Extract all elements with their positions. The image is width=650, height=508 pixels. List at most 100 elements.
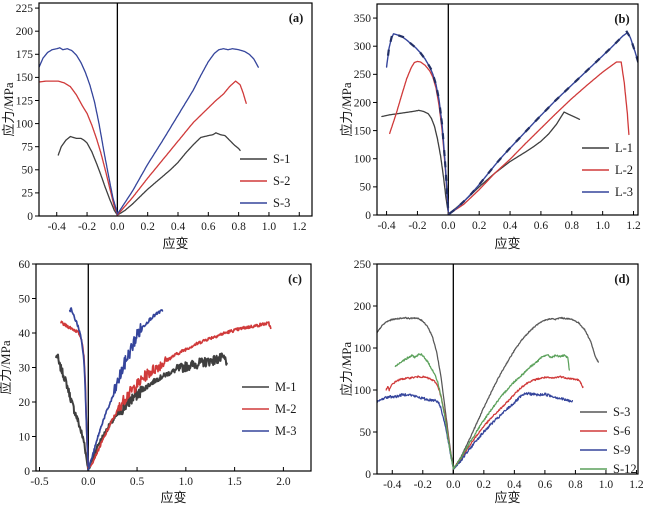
legend-label-S-3: S-3 [613,405,630,419]
series-line-S-2 [39,80,247,216]
line-dash-marker [594,57,601,64]
line-dash-marker [544,106,550,113]
line-dash-marker [389,35,393,43]
line-dash-marker [553,96,560,103]
y-tick-label: 30 [19,362,31,374]
x-tick-label: 0.4 [507,479,522,491]
legend: L-1 L-2 L-3 [582,141,633,199]
series-line-S-9 [377,391,574,470]
x-tick-label: 0.0 [81,476,96,488]
line-dash-marker [409,41,416,48]
y-tick-label: 200 [354,97,372,109]
x-tick-label: -0.5 [30,476,48,488]
plot-box [38,2,313,217]
y-tick-label: 225 [16,3,34,15]
line-dash-marker [427,63,433,71]
y-tick-label: 50 [22,165,34,177]
x-tick-label: 0.4 [503,220,518,232]
legend-label-M-1: M-1 [275,380,297,394]
x-tick-label: 1.0 [262,221,277,233]
panel-label: (c) [288,272,302,286]
line-dash-marker [584,67,591,74]
panel-label: (d) [614,272,629,286]
legend-label-S-9: S-9 [613,443,630,457]
y-tick-label: 200 [16,26,34,38]
line-dash-marker [448,209,456,215]
line-dash-marker [534,116,541,123]
x-tick-label: 1.0 [599,479,614,491]
legend-label-M-3: M-3 [275,424,297,438]
y-tick-label: 100 [354,154,372,166]
series-line-S-1 [57,132,241,216]
legend-label-S-3: S-3 [273,196,290,210]
plot-box [35,263,312,472]
y-tick-label: 100 [354,385,372,397]
legend-label-L-1: L-1 [615,141,633,155]
line-dash-marker [625,30,631,37]
x-tick-label: 1.2 [292,221,307,233]
legend: S-1 S-2 S-3 [240,152,290,210]
x-tick-label: 0.6 [538,479,553,491]
legend-label-S-12: S-12 [613,462,637,476]
y-axis-label: 应力/MPa [339,82,354,136]
line-dash-marker [524,126,531,133]
legend-label-S-2: S-2 [273,174,290,188]
series-line-M-3 [68,307,164,471]
x-tick-label: 0.8 [231,221,246,233]
x-tick-label: 0.8 [568,479,583,491]
line-dash-marker [469,189,476,196]
x-tick-label: -0.2 [78,221,96,233]
y-tick-label: 0 [27,211,33,223]
x-tick-label: 0.6 [534,220,549,232]
y-tick-label: 200 [354,301,372,313]
y-tick-label: 250 [354,259,372,271]
y-tick-label: 75 [22,141,34,153]
y-axis-label: 应力/MPa [0,340,13,394]
chart-b: -0.4 -0.2 0.0 0.2 0.4 0.6 0.8 1.0 1.2 0 50 100 150 20… [325,0,650,254]
y-tick-label: 350 [354,13,372,25]
series-line-S-3 [377,316,599,470]
x-tick-label: -0.2 [414,479,432,491]
plot-box [376,3,639,216]
x-tick-label: 0.2 [472,220,487,232]
y-tick-label: 150 [354,125,372,137]
y-tick-label: 0 [365,210,371,222]
series-line-S-3 [39,47,259,215]
x-tick-label: 1.2 [626,220,641,232]
plot-box [376,263,639,475]
legend: M-1 M-2 M-3 [242,380,297,438]
x-axis-label: 应变 [494,236,520,251]
y-tick-label: 100 [16,118,34,130]
x-tick-label: 0.6 [201,221,216,233]
y-tick-label: 300 [354,41,372,53]
y-tick-label: 50 [360,182,372,194]
y-axis-label: 应力/MPa [339,342,354,396]
y-tick-label: 10 [19,431,31,443]
y-tick-label: 250 [354,69,372,81]
y-tick-label: 20 [19,397,31,409]
x-tick-label: -0.2 [408,220,426,232]
legend-label-L-2: L-2 [615,163,633,177]
series-line-L-2 [389,60,630,215]
line-dash-marker [386,49,390,56]
legend: S-3 S-6 S-9 S-12 [580,405,637,476]
chart-d-canvas: -0.4 -0.2 0.0 0.2 0.4 0.6 0.8 1.0 1.2 0 50 100 100 20… [339,259,644,505]
line-dash-marker [440,118,444,125]
line-dash-marker [631,43,636,50]
series-group [39,47,259,216]
series-group [377,316,599,470]
line-dash-marker [505,147,512,153]
x-tick-label: 0.2 [477,479,492,491]
x-tick-label: 0.2 [140,221,155,233]
y-tick-label: 25 [22,188,34,200]
series-line-M-2 [60,320,272,471]
line-dash-marker [563,87,570,93]
x-tick-label: 0.5 [130,476,145,488]
chart-a-canvas: -0.4 -0.2 0.0 0.2 0.4 0.6 0.8 1.0 1.2 0 25 50 75 100 1… [1,2,313,251]
line-dash-marker [478,178,485,185]
x-tick-label: -0.4 [383,479,401,491]
series-line-S-6 [385,375,584,470]
x-tick-label: 0.0 [110,221,125,233]
panel-label: (a) [289,11,304,25]
